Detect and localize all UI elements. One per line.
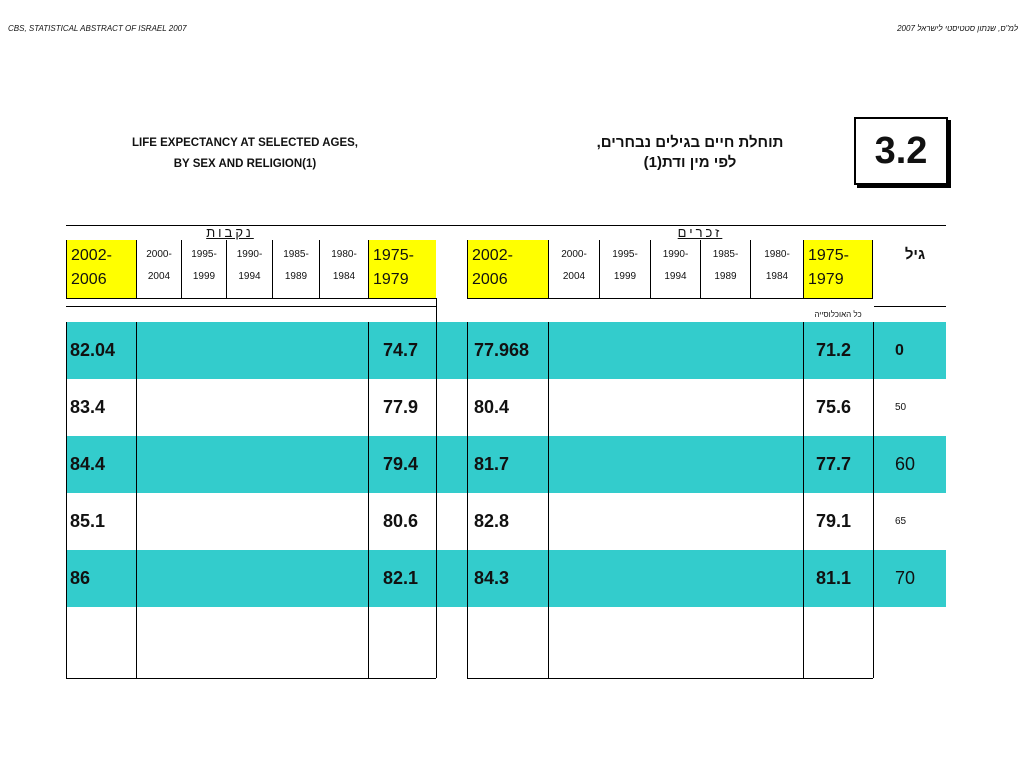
title-english-line1: LIFE EXPECTANCY AT SELECTED AGES, — [132, 137, 358, 149]
group-label-females: נקבות — [206, 225, 254, 240]
female-header-1975-1979: 1975- 1979 — [368, 240, 436, 298]
table-number: 3.2 — [854, 117, 948, 185]
female-1975-1979-value: 74.7 — [383, 340, 419, 360]
female-header-2002-2006: 2002- 2006 — [66, 240, 136, 298]
male-2002-right-rule — [548, 322, 549, 678]
female-1975-right-rule — [436, 322, 437, 678]
title-hebrew-line2: לפי מין ודת(1) — [643, 154, 737, 171]
female-header-1995-1999: 1995- 1999 — [181, 240, 226, 298]
male-2002-2006-value: 81.7 — [474, 454, 510, 474]
female-2002-right-rule — [136, 322, 137, 678]
female-2002-2006-value: 86 — [70, 568, 91, 588]
female-2002-2006-value: 82.04 — [70, 340, 116, 360]
female-2002-2006-value: 84.4 — [70, 454, 106, 474]
male-1975-1979-value: 79.1 — [816, 511, 852, 531]
table-row — [66, 550, 946, 607]
document-header-right: למ"ס, שנתון סטטיסטי לישראל 2007 — [897, 24, 1018, 33]
document-header-left: CBS, STATISTICAL ABSTRACT OF ISRAEL 2007 — [8, 24, 187, 33]
age-column-header: גיל — [904, 246, 926, 263]
group-label-males: זכרים — [677, 225, 723, 240]
male-2002-2006-value: 77.968 — [474, 340, 530, 360]
male-header-2002-2006: 2002- 2006 — [467, 240, 548, 298]
male-1975-left-rule — [803, 322, 804, 678]
age-value: 60 — [895, 454, 916, 474]
male-1975-1979-value: 75.6 — [816, 397, 852, 417]
table-row — [66, 436, 946, 493]
age-value: 50 — [895, 402, 907, 413]
male-2002-2006-value: 84.3 — [474, 568, 510, 588]
female-1975-1979-value: 79.4 — [383, 454, 419, 474]
male-header-rule — [467, 298, 873, 299]
age-value: 0 — [895, 342, 904, 359]
age-value: 70 — [895, 568, 916, 588]
female-header-1990-1994: 1990- 1994 — [226, 240, 272, 298]
female-1975-1979-value: 77.9 — [383, 397, 419, 417]
age-subheader-rule — [874, 306, 946, 307]
table-top-rule — [66, 225, 946, 226]
male-1975-1979-value: 81.1 — [816, 568, 852, 588]
female-header-1985-1989: 1985- 1989 — [272, 240, 319, 298]
female-bottom-rule — [66, 678, 436, 679]
female-1975-left-rule — [368, 322, 369, 678]
age-value: 65 — [895, 516, 907, 527]
female-subheader-edge — [436, 298, 437, 322]
female-2002-2006-value: 85.1 — [70, 511, 106, 531]
female-2002-left-rule — [66, 322, 67, 678]
title-english-line2: BY SEX AND RELIGION(1) — [173, 158, 317, 170]
male-header-1975-1979: 1975- 1979 — [803, 240, 873, 298]
male-header-1990-1994: 1990- 1994 — [650, 240, 700, 298]
title-hebrew-line1: תוחלת חיים בגילים נבחרים, — [596, 134, 784, 151]
title-hebrew: תוחלת חיים בגילים נבחרים, לפי מין ודת(1) — [565, 133, 815, 173]
male-bottom-rule — [467, 678, 873, 679]
male-header-2000-2004: 2000- 2004 — [548, 240, 599, 298]
male-2002-2006-value: 80.4 — [474, 397, 510, 417]
title-english: LIFE EXPECTANCY AT SELECTED AGES, BY SEX… — [105, 133, 385, 175]
male-header-1995-1999: 1995- 1999 — [599, 240, 650, 298]
male-header-1985-1989: 1985- 1989 — [700, 240, 750, 298]
female-2002-2006-value: 83.4 — [70, 397, 106, 417]
female-header-rule — [66, 298, 436, 299]
male-1975-right-rule — [873, 322, 874, 678]
female-1975-1979-value: 80.6 — [383, 511, 419, 531]
female-header-1980-1984: 1980- 1984 — [319, 240, 368, 298]
male-1975-1979-value: 77.7 — [816, 454, 852, 474]
male-header-1980-1984: 1980- 1984 — [750, 240, 803, 298]
female-subheader-rule — [66, 306, 436, 307]
female-1975-1979-value: 82.1 — [383, 568, 419, 588]
table-row — [66, 322, 946, 379]
male-2002-left-rule — [467, 322, 468, 678]
male-1975-1979-value: 71.2 — [816, 340, 852, 360]
population-label: כל האוכלוסייה — [814, 310, 862, 319]
female-header-2000-2004: 2000- 2004 — [136, 240, 181, 298]
male-2002-2006-value: 82.8 — [474, 511, 510, 531]
